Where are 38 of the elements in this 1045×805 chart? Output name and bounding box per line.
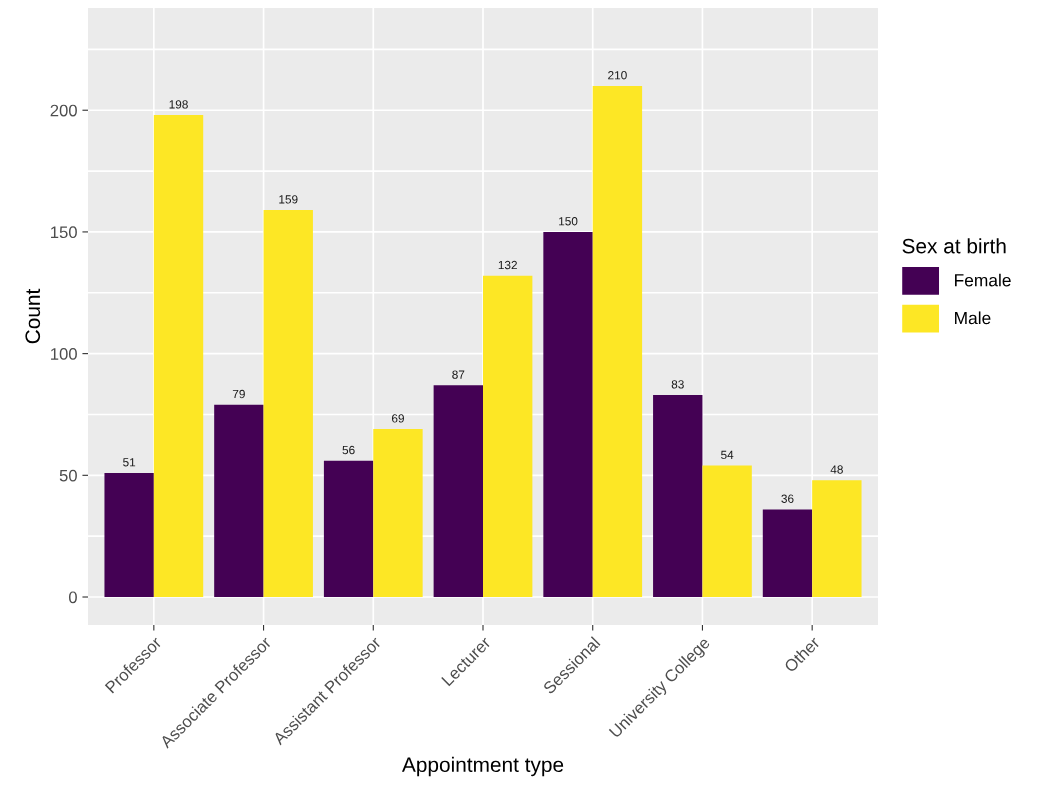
y-tick-label: 50 [59,469,77,482]
data-label: 150 [559,217,578,226]
data-label: 198 [169,100,188,109]
bar [433,385,483,598]
bar [653,394,703,598]
data-label: 210 [608,71,627,80]
y-tick-label: 100 [51,348,77,360]
data-label: 87 [452,370,465,379]
legend-label: Male [955,311,991,325]
data-label: 159 [279,195,298,204]
bar [762,509,813,598]
bar [153,115,204,598]
y-axis-title: Count [25,288,41,344]
bar [214,404,264,598]
data-label: 51 [123,458,136,467]
legend-title: Sex at birth [902,238,1006,254]
x-axis-title: Appointment type [401,756,564,777]
bar [592,85,643,598]
bar [323,460,374,598]
legend-label: Female [955,273,1011,287]
data-label: 132 [498,260,517,270]
data-label: 36 [781,494,794,503]
y-tick-label: 150 [51,226,77,239]
bar [373,429,423,598]
data-label: 48 [830,465,843,474]
bar [263,210,313,598]
data-label: 69 [392,414,404,423]
bar [702,465,752,598]
data-label: 54 [721,450,734,460]
bar [543,231,593,598]
bar [812,480,862,598]
data-label: 79 [232,389,245,399]
data-label: 56 [342,445,355,455]
y-tick-label: 200 [50,104,77,117]
data-label: 83 [671,380,684,389]
bar [483,275,533,598]
y-tick-label: 0 [68,591,77,604]
bar [104,472,154,598]
